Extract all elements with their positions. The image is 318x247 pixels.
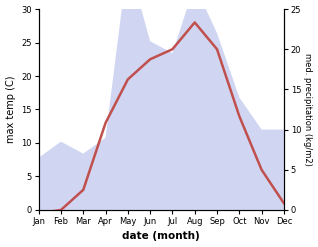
Y-axis label: max temp (C): max temp (C) (5, 76, 16, 143)
Y-axis label: med. precipitation (kg/m2): med. precipitation (kg/m2) (303, 53, 313, 166)
X-axis label: date (month): date (month) (122, 231, 200, 242)
